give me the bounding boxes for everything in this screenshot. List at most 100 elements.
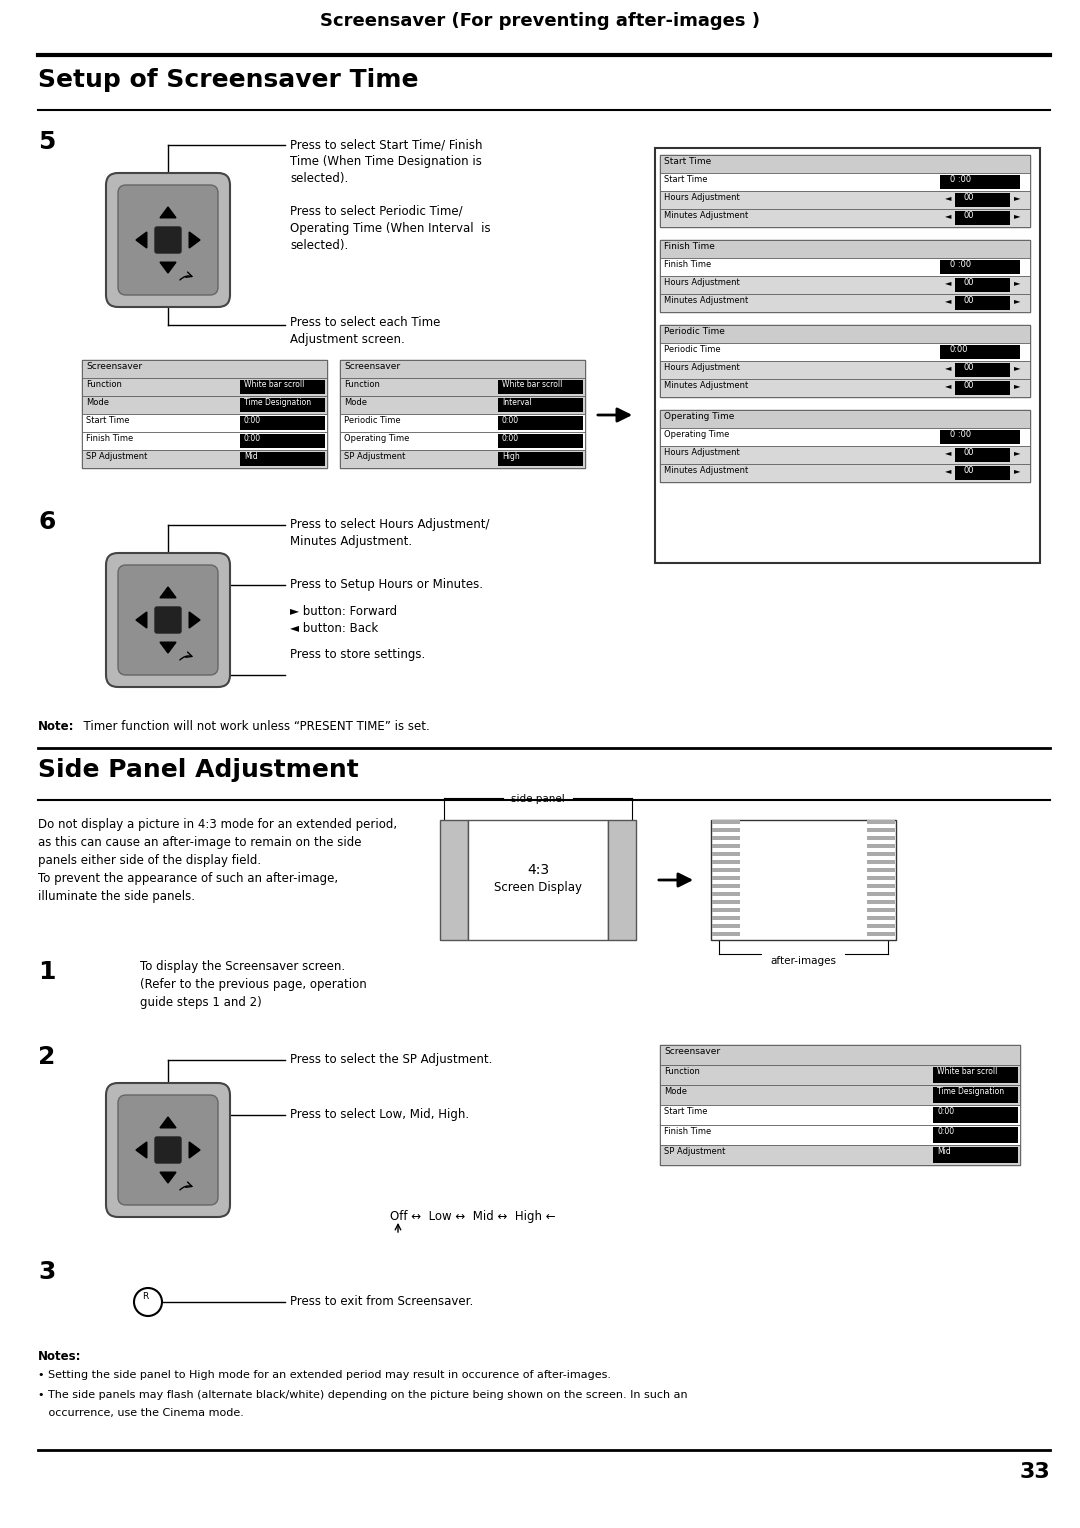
Bar [340,432,585,451]
Bar [660,446,1030,465]
Circle shape [134,1288,162,1316]
Bar [660,1125,1020,1144]
Bar [712,868,740,872]
Text: • Setting the side panel to High mode for an extended period may result in occur: • Setting the side panel to High mode fo… [38,1371,611,1380]
Text: 00: 00 [963,364,973,371]
Bar [240,452,325,466]
Bar [867,836,895,840]
Text: ◄: ◄ [945,211,951,220]
Bar [955,296,1010,310]
Bar [867,885,895,888]
Text: 00: 00 [963,466,973,475]
Bar [712,853,740,856]
Bar [712,915,740,920]
Text: 6: 6 [38,510,55,533]
Polygon shape [160,1117,176,1128]
Bar [82,432,327,451]
Bar [240,380,325,394]
Text: ►: ► [1014,448,1021,457]
Text: To prevent the appearance of such an after-image,: To prevent the appearance of such an aft… [38,872,338,885]
Polygon shape [160,206,176,219]
FancyBboxPatch shape [118,185,218,295]
Bar [660,342,1030,361]
Bar [712,924,740,927]
Text: Mode: Mode [345,397,367,406]
Bar [240,416,325,429]
Text: High: High [502,452,519,461]
Text: 00: 00 [963,448,973,457]
Text: ►: ► [1014,466,1021,475]
Bar [660,1144,1020,1164]
Text: Operating Time: Operating Time [664,429,729,439]
Bar [340,414,585,432]
Polygon shape [136,613,147,628]
Bar [712,836,740,840]
Text: Start Time: Start Time [664,1106,707,1115]
Text: SP Adjustment: SP Adjustment [345,452,405,461]
Bar [712,876,740,880]
Text: Press to select Periodic Time/
Operating Time (When Interval  is
selected).: Press to select Periodic Time/ Operating… [291,205,490,252]
Text: Screen Display: Screen Display [494,882,582,894]
Bar [867,900,895,905]
Text: side panel: side panel [511,795,565,804]
Bar [955,364,1010,377]
Bar [712,885,740,888]
Bar [660,410,1030,481]
Bar [498,380,583,394]
Text: 00: 00 [963,193,973,202]
Bar [867,876,895,880]
Text: 0:00: 0:00 [937,1128,954,1135]
Text: 2: 2 [38,1045,55,1070]
Bar [660,258,1030,277]
Bar [933,1128,1018,1143]
Bar [933,1148,1018,1163]
Bar [82,451,327,468]
Text: 0:00: 0:00 [502,434,519,443]
Text: 4:3: 4:3 [527,863,549,877]
Bar [933,1086,1018,1103]
Bar [712,828,740,833]
Text: occurrence, use the Cinema mode.: occurrence, use the Cinema mode. [38,1407,244,1418]
Bar [660,325,1030,397]
Text: panels either side of the display field.: panels either side of the display field. [38,854,261,866]
Bar [712,932,740,937]
Text: ◄: ◄ [945,380,951,390]
Text: 0:00: 0:00 [502,416,519,425]
Text: 00: 00 [963,278,973,287]
FancyBboxPatch shape [106,173,230,307]
Text: Off ↔  Low ↔  Mid ↔  High ←: Off ↔ Low ↔ Mid ↔ High ← [390,1210,555,1222]
Bar [240,434,325,448]
Text: Press to Setup Hours or Minutes.: Press to Setup Hours or Minutes. [291,578,483,591]
Text: Side Panel Adjustment: Side Panel Adjustment [38,758,359,782]
Polygon shape [160,263,176,274]
Text: Timer function will not work unless “PRESENT TIME” is set.: Timer function will not work unless “PRE… [76,720,430,733]
Bar [867,821,895,824]
Text: Press to exit from Screensaver.: Press to exit from Screensaver. [291,1296,473,1308]
Bar [955,466,1010,480]
Bar [468,821,608,940]
FancyBboxPatch shape [156,1137,181,1163]
Text: ► button: Forward
◄ button: Back: ► button: Forward ◄ button: Back [291,605,397,636]
Text: Setup of Screensaver Time: Setup of Screensaver Time [38,69,419,92]
Bar [340,451,585,468]
Bar [867,932,895,937]
Text: SP Adjustment: SP Adjustment [86,452,147,461]
Bar [660,1085,1020,1105]
Bar [712,900,740,905]
Text: Minutes Adjustment: Minutes Adjustment [664,466,748,475]
FancyBboxPatch shape [106,1083,230,1216]
Bar [955,448,1010,461]
Text: 5: 5 [38,130,55,154]
Bar [498,452,583,466]
Bar [340,396,585,414]
Polygon shape [160,1172,176,1183]
Text: 0:00: 0:00 [937,1106,954,1115]
Bar [867,860,895,863]
Text: Mode: Mode [664,1086,687,1096]
Bar [660,465,1030,481]
Text: 3: 3 [38,1261,55,1284]
Text: Start Time: Start Time [664,176,707,183]
Text: Time Designation: Time Designation [937,1086,1004,1096]
Text: Hours Adjustment: Hours Adjustment [664,448,740,457]
Bar [660,1045,1020,1164]
